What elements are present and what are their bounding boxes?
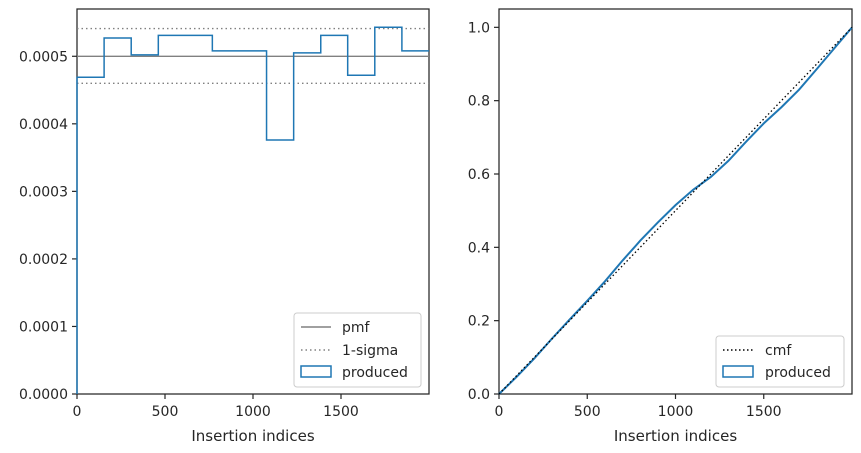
right-y-tick-label: 0.2 [468,314,490,330]
left-y-tick-label: 0.0005 [19,49,68,65]
cmf-line [498,26,853,395]
right-x-tick-label: 1500 [746,404,782,420]
legend-label-1-sigma: 1-sigma [342,343,398,359]
right-y-tick-label: 0.6 [468,167,490,183]
left-legend: pmf 1-sigma produced [293,312,422,388]
right-axis-ticks: 0 500 1000 1500 0.0 0.2 0.4 0.6 0.8 1.0 [468,20,782,420]
right-x-axis-label: Insertion indices [614,427,737,445]
right-y-tick-label: 0.4 [468,240,490,256]
left-plot-area [76,26,429,394]
right-x-tick-label: 0 [495,404,504,420]
left-x-axis-label: Insertion indices [191,427,314,445]
left-x-tick-label: 1000 [235,404,271,420]
legend-swatch-produced-cmf [722,365,754,378]
left-y-tick-label: 0.0002 [19,252,68,268]
legend-label-produced-cmf: produced [765,365,831,381]
left-x-tick-label: 500 [152,404,179,420]
right-x-tick-label: 1000 [658,404,694,420]
left-y-tick-label: 0.0000 [19,387,68,403]
left-y-tick-label: 0.0001 [19,319,68,335]
left-y-tick-label: 0.0003 [19,184,68,200]
right-x-tick-label: 500 [574,404,601,420]
legend-label-produced: produced [342,365,408,381]
right-y-tick-label: 0.0 [468,387,490,403]
left-y-tick-label: 0.0004 [19,117,68,133]
right-legend: cmf produced [715,335,845,388]
produced-step-histogram [76,26,429,394]
left-x-tick-label: 1500 [323,404,359,420]
right-y-tick-label: 0.8 [468,94,490,110]
right-y-tick-label: 1.0 [468,20,490,36]
right-legend-box [715,335,845,388]
right-plot-area [498,26,853,395]
right-panel-cmf: 0 500 1000 1500 0.0 0.2 0.4 0.6 0.8 1.0 Insertion… [468,8,853,445]
left-x-tick-label: 0 [73,404,82,420]
legend-label-cmf: cmf [765,343,792,359]
legend-swatch-produced [300,365,332,378]
left-panel-pmf-histogram: 0 500 1000 1500 0.0000 0.0001 0.0002 0.0003 0.00… [19,8,430,445]
left-axis-ticks: 0 500 1000 1500 0.0000 0.0001 0.0002 0.0003 0.00… [19,49,359,420]
legend-label-pmf: pmf [342,320,371,336]
left-legend-box [293,312,422,388]
